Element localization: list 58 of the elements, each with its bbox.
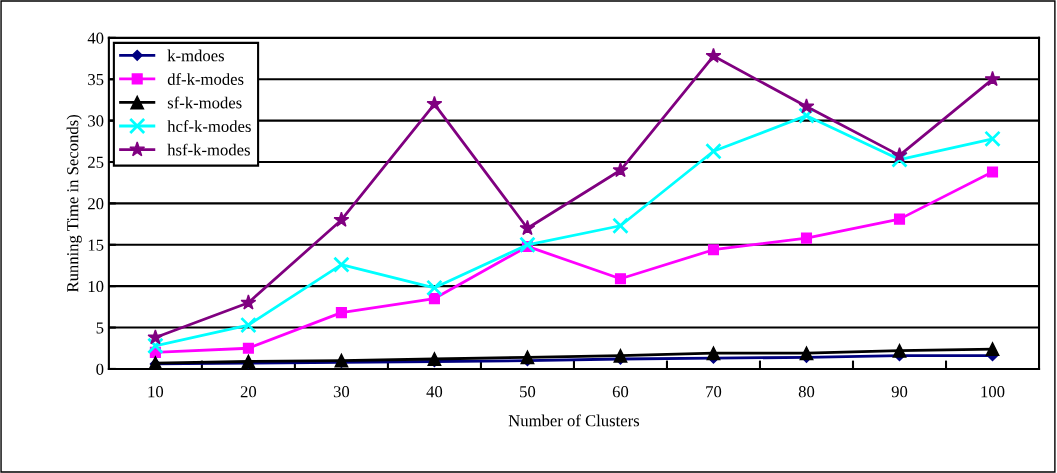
point: [800, 232, 813, 244]
y-tick-label: 30: [88, 115, 104, 127]
y-tick-label: 15: [88, 239, 104, 251]
y-tick-label: 10: [88, 280, 104, 293]
point: [519, 236, 536, 254]
point: [614, 273, 627, 285]
x-tick-label: 20: [240, 386, 257, 398]
y-tick-label: 20: [88, 198, 104, 210]
y-tick-label: 25: [88, 156, 104, 168]
point: [147, 329, 164, 345]
legend-label: k-mdoes: [167, 49, 224, 62]
point: [240, 316, 257, 334]
point: [984, 70, 1001, 87]
point: [986, 166, 999, 178]
point: [798, 98, 815, 114]
point: [333, 256, 350, 273]
x-axis-title: Number of Clusters: [508, 414, 640, 427]
point: [426, 95, 443, 111]
point: [707, 244, 720, 256]
legend-label: hsf-k-modes: [167, 143, 250, 156]
point: [799, 346, 814, 361]
x-tick-label: 100: [981, 386, 1005, 398]
y-axis-title: Running Time in Seconds): [66, 114, 82, 293]
point: [891, 147, 908, 163]
point: [147, 337, 164, 355]
point: [705, 142, 722, 160]
x-tick-label: 10: [148, 386, 164, 398]
point: [705, 47, 722, 63]
legend-label: sf-k-modes: [167, 96, 242, 109]
point: [240, 294, 257, 310]
point: [612, 217, 629, 235]
point: [335, 307, 347, 319]
x-tick-label: 40: [426, 386, 443, 398]
y-tick-label: 40: [87, 32, 104, 44]
point: [985, 342, 1000, 357]
legend-label: df-k-modes: [167, 72, 244, 85]
x-tick-label: 60: [612, 386, 629, 398]
point: [984, 130, 1001, 148]
y-tick-label: 35: [88, 73, 104, 86]
legend-label: hcf-k-modes: [167, 120, 251, 132]
point: [892, 343, 907, 358]
point: [613, 348, 628, 363]
x-tick-label: 70: [706, 386, 722, 398]
y-tick-label: 5: [96, 322, 104, 334]
point: [520, 350, 535, 365]
x-tick-label: 80: [798, 386, 815, 398]
point: [519, 219, 536, 236]
x-tick-label: 90: [891, 386, 908, 398]
point: [426, 279, 443, 297]
point: [242, 342, 254, 354]
point: [706, 346, 721, 361]
y-tick-label: 0: [96, 363, 104, 375]
x-tick-label: 30: [333, 386, 350, 398]
point: [428, 293, 440, 305]
point: [333, 211, 350, 227]
x-tick-label: 50: [520, 386, 536, 398]
point: [893, 213, 906, 225]
point: [612, 161, 629, 178]
